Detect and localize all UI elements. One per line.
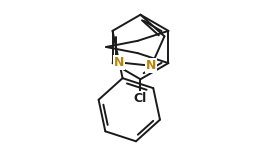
Text: N: N	[114, 56, 124, 69]
Text: Cl: Cl	[134, 92, 147, 105]
Text: N: N	[146, 59, 156, 72]
